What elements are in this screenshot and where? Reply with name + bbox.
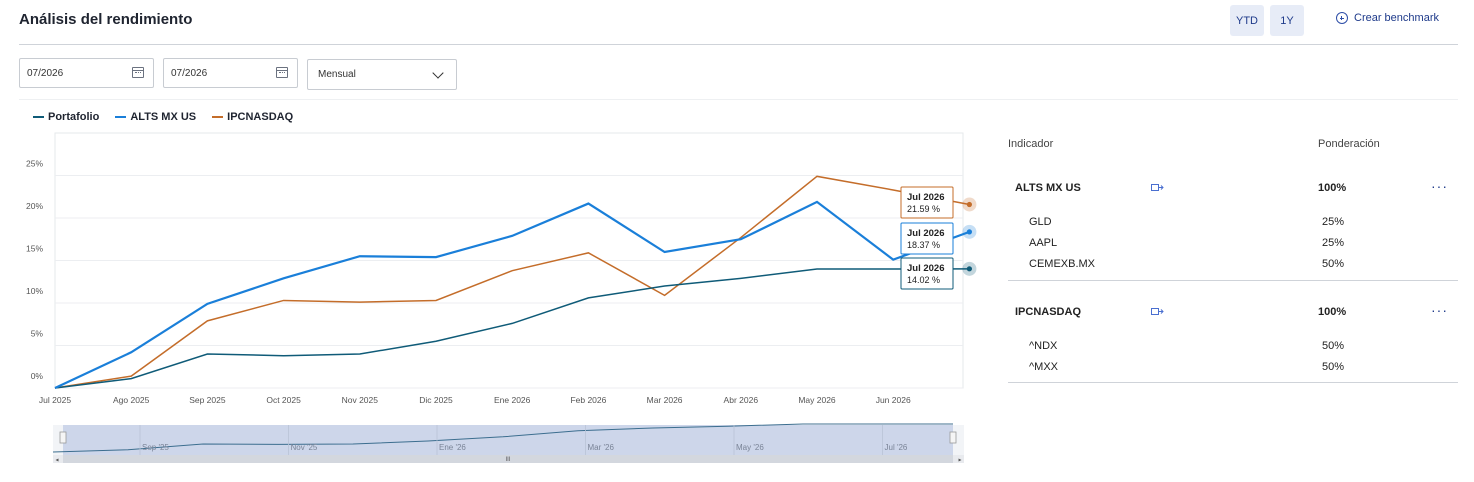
y-tick-label: 5% (31, 329, 44, 339)
navigator-label: Ene '26 (439, 443, 466, 452)
series-line (54, 268, 970, 389)
group-divider (1008, 280, 1458, 281)
tooltip-box (900, 186, 954, 219)
legend-item-ipcnasdaq[interactable]: IPCNASDAQ (212, 111, 293, 123)
legend-swatch (115, 116, 127, 118)
create-benchmark-label: Crear benchmark (1354, 12, 1439, 24)
legend-label: ALTS MX US (130, 111, 197, 123)
series-end-point (966, 229, 973, 235)
group-name: ALTS MX US (1015, 182, 1081, 194)
series-end-point (966, 201, 973, 208)
y-tick-label: 0% (31, 371, 44, 381)
component-name: ^NDX (1029, 340, 1058, 352)
navigator-label: Jul '26 (885, 443, 908, 452)
page-title: Análisis del rendimiento (19, 11, 193, 28)
tooltip-value: 18.37 % (907, 240, 940, 250)
tooltip-box (900, 257, 954, 290)
x-tick-label: Abr 2026 (724, 395, 759, 405)
navigator-label: Mar '26 (588, 443, 615, 452)
tooltip-title: Jul 2026 (907, 192, 945, 203)
x-tick-label: Nov 2025 (342, 395, 379, 405)
legend-swatch (212, 116, 224, 118)
date-from-input[interactable]: 07/2026 (19, 58, 154, 88)
group-divider (1008, 382, 1458, 383)
component-name: ^MXX (1029, 361, 1058, 373)
x-tick-label: Jun 2026 (876, 395, 911, 405)
x-tick-label: Dic 2025 (419, 395, 453, 405)
scrollbar-thumb[interactable] (63, 455, 953, 463)
series-line (54, 200, 970, 389)
component-weight: 25% (1322, 237, 1345, 249)
navigator-handle[interactable] (949, 431, 957, 444)
navigator-handle[interactable] (59, 431, 67, 444)
x-tick-label: Sep 2025 (189, 395, 226, 405)
component-weight: 50% (1322, 340, 1345, 352)
legend-item-portafolio[interactable]: Portafolio (33, 111, 99, 123)
grip-icon: III (505, 457, 510, 463)
x-tick-label: Jul 2025 (39, 395, 71, 405)
ytd-button[interactable]: YTD (1230, 5, 1264, 36)
x-tick-label: Oct 2025 (266, 395, 301, 405)
chart-legend: Portafolio ALTS MX US IPCNASDAQ (33, 111, 293, 123)
header-divider (19, 44, 1458, 45)
tooltip-box (900, 222, 954, 255)
group-name: IPCNASDAQ (1015, 306, 1082, 318)
component-name: GLD (1029, 216, 1052, 228)
date-to-input[interactable]: 07/2026 (163, 58, 298, 88)
y-tick-label: 20% (26, 201, 43, 211)
y-tick-label: 15% (26, 244, 43, 254)
component-name: CEMEXB.MX (1029, 258, 1096, 270)
frequency-value: Mensual (318, 69, 356, 80)
navigator-label: Nov '25 (291, 443, 318, 452)
x-tick-label: May 2026 (798, 395, 836, 405)
performance-chart: Jul 2025 Ago 2025 Sep 2025 Oct 2025 Nov 2025… (26, 132, 977, 464)
col-weight-header: Ponderación (1318, 138, 1380, 150)
tooltip-title: Jul 2026 (907, 228, 945, 239)
calendar-icon[interactable] (276, 67, 288, 78)
edit-weights-icon[interactable] (1151, 307, 1164, 316)
y-tick-label: 25% (26, 159, 43, 169)
x-tick-label: Mar 2026 (647, 395, 683, 405)
x-tick-label: Ene 2026 (494, 395, 531, 405)
legend-swatch (33, 116, 44, 118)
component-weight: 50% (1322, 361, 1345, 373)
tooltip-title: Jul 2026 (907, 263, 945, 274)
series-end-point (966, 266, 973, 272)
group-weight: 100% (1318, 182, 1347, 194)
tooltip-value: 14.02 % (907, 275, 940, 285)
series-line (54, 175, 970, 389)
component-name: AAPL (1029, 237, 1058, 249)
y-tick-label: 10% (26, 286, 43, 296)
frequency-select[interactable]: Mensual (307, 59, 457, 90)
date-from-value: 07/2026 (27, 67, 64, 79)
legend-item-alts[interactable]: ALTS MX US (115, 111, 196, 123)
date-to-value: 07/2026 (171, 67, 208, 79)
filters-divider (19, 99, 1458, 100)
group-weight: 100% (1318, 306, 1347, 318)
more-options-button[interactable]: ··· (1431, 302, 1448, 318)
navigator-label: Sep '25 (142, 443, 169, 452)
col-indicator-header: Indicador (1008, 138, 1054, 150)
navigator-selection (63, 425, 953, 455)
navigator-label: May '26 (736, 443, 764, 452)
edit-weights-icon[interactable] (1151, 183, 1164, 192)
tooltip-value: 21.59 % (907, 204, 940, 214)
plus-circle-icon (1336, 12, 1348, 24)
calendar-icon[interactable] (132, 67, 144, 78)
one-year-button[interactable]: 1Y (1270, 5, 1304, 36)
scroll-right-icon[interactable]: ▸ (958, 458, 961, 464)
navigator-series (52, 423, 954, 453)
legend-label: Portafolio (48, 111, 100, 123)
more-options-button[interactable]: ··· (1431, 178, 1448, 194)
x-tick-label: Ago 2025 (113, 395, 150, 405)
create-benchmark-link[interactable]: Crear benchmark (1336, 12, 1439, 24)
x-tick-label: Feb 2026 (570, 395, 606, 405)
scroll-left-icon[interactable]: ◂ (55, 458, 58, 464)
component-weight: 50% (1322, 258, 1345, 270)
component-weight: 25% (1322, 216, 1345, 228)
legend-label: IPCNASDAQ (227, 111, 294, 123)
